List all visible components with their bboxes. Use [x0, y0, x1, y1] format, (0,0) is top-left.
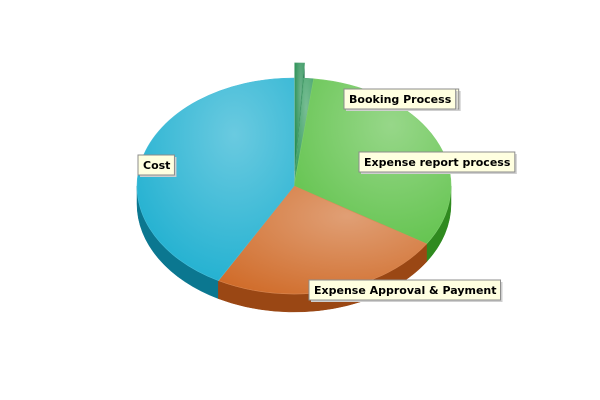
slice-label-text: Expense report process	[364, 156, 511, 169]
slice-label-box	[358, 151, 516, 173]
slice-label-box	[308, 279, 502, 301]
slice-label: Booking Process	[343, 88, 458, 111]
slice-label-text: Cost	[143, 159, 170, 172]
pie-tops	[136, 62, 452, 295]
slice-label: Cost	[137, 154, 177, 177]
slice-label-text: Booking Process	[349, 93, 452, 106]
slice-label-text: Expense Approval & Payment	[314, 284, 497, 297]
pie-slice[interactable]	[294, 62, 305, 171]
slice-label: Expense Approval & Payment	[308, 279, 503, 302]
slice-label: Expense report process	[358, 151, 517, 174]
slice-label-box	[343, 88, 457, 110]
slice-label-box	[137, 154, 175, 176]
